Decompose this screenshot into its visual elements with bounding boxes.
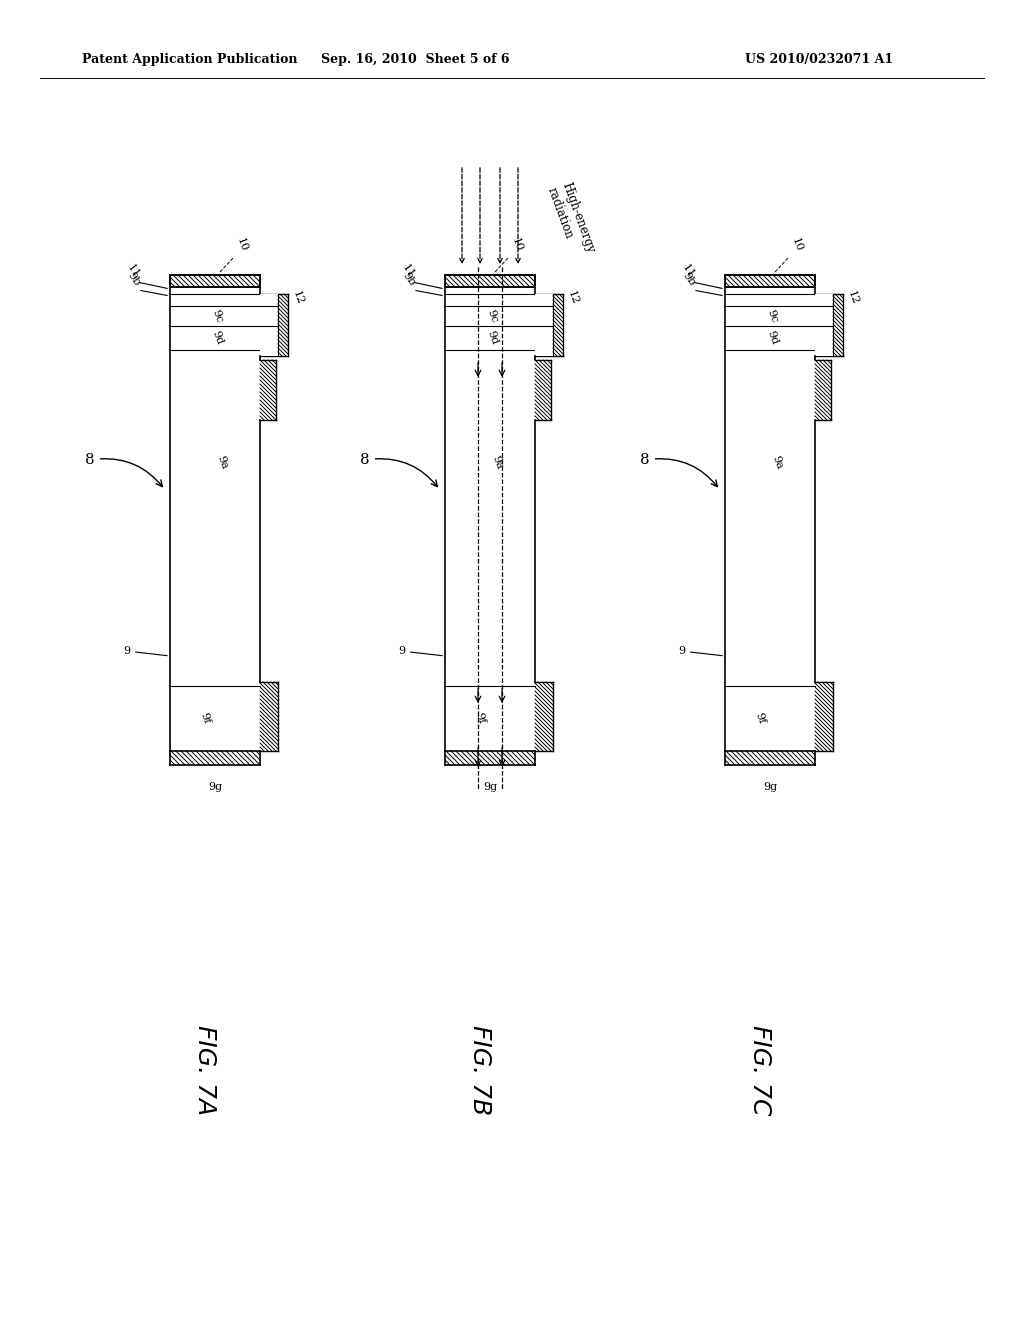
Text: 9a: 9a xyxy=(215,454,229,470)
Text: High-energy
radiation: High-energy radiation xyxy=(545,181,597,260)
Text: 11: 11 xyxy=(400,263,417,280)
Text: Patent Application Publication: Patent Application Publication xyxy=(82,54,298,66)
Text: 9c: 9c xyxy=(210,308,224,323)
Text: 9: 9 xyxy=(123,645,167,656)
Text: 12: 12 xyxy=(566,289,581,306)
Text: 9g: 9g xyxy=(208,781,222,792)
Text: 9g: 9g xyxy=(763,781,777,792)
Text: 9: 9 xyxy=(678,645,722,656)
Bar xyxy=(445,275,535,286)
Text: 12: 12 xyxy=(291,289,305,306)
Text: Sep. 16, 2010  Sheet 5 of 6: Sep. 16, 2010 Sheet 5 of 6 xyxy=(321,54,509,66)
Text: 9d: 9d xyxy=(485,330,499,346)
Text: 8: 8 xyxy=(360,453,437,487)
Text: 10: 10 xyxy=(790,236,804,253)
Text: 9b: 9b xyxy=(681,271,697,288)
Text: 9c: 9c xyxy=(765,308,779,323)
Text: 9g: 9g xyxy=(483,781,497,792)
Text: 8: 8 xyxy=(640,453,718,487)
Text: 9c: 9c xyxy=(485,308,499,323)
Text: US 2010/0232071 A1: US 2010/0232071 A1 xyxy=(745,54,893,66)
Text: 9a: 9a xyxy=(770,454,784,470)
Text: 8: 8 xyxy=(85,453,163,487)
Text: 9f: 9f xyxy=(754,711,767,725)
Bar xyxy=(260,294,278,356)
Text: 12: 12 xyxy=(846,289,860,306)
Text: FIG. 7C: FIG. 7C xyxy=(748,1024,772,1115)
Bar xyxy=(725,275,815,286)
Text: 9a: 9a xyxy=(490,454,504,470)
Text: 9: 9 xyxy=(398,645,442,656)
Text: 9f: 9f xyxy=(473,711,486,725)
Text: 9b: 9b xyxy=(126,271,142,288)
Text: 9f: 9f xyxy=(199,711,212,725)
Text: 11: 11 xyxy=(680,263,696,280)
Text: FIG. 7A: FIG. 7A xyxy=(193,1024,217,1115)
Bar xyxy=(170,275,260,286)
Text: 9b: 9b xyxy=(401,271,418,288)
Text: FIG. 7B: FIG. 7B xyxy=(468,1024,492,1115)
Text: 9d: 9d xyxy=(210,330,224,346)
Bar xyxy=(815,294,833,356)
Text: 10: 10 xyxy=(234,236,249,253)
Text: 11: 11 xyxy=(125,263,141,280)
Text: 10: 10 xyxy=(510,236,524,253)
Text: 9d: 9d xyxy=(765,330,779,346)
Bar xyxy=(535,294,553,356)
